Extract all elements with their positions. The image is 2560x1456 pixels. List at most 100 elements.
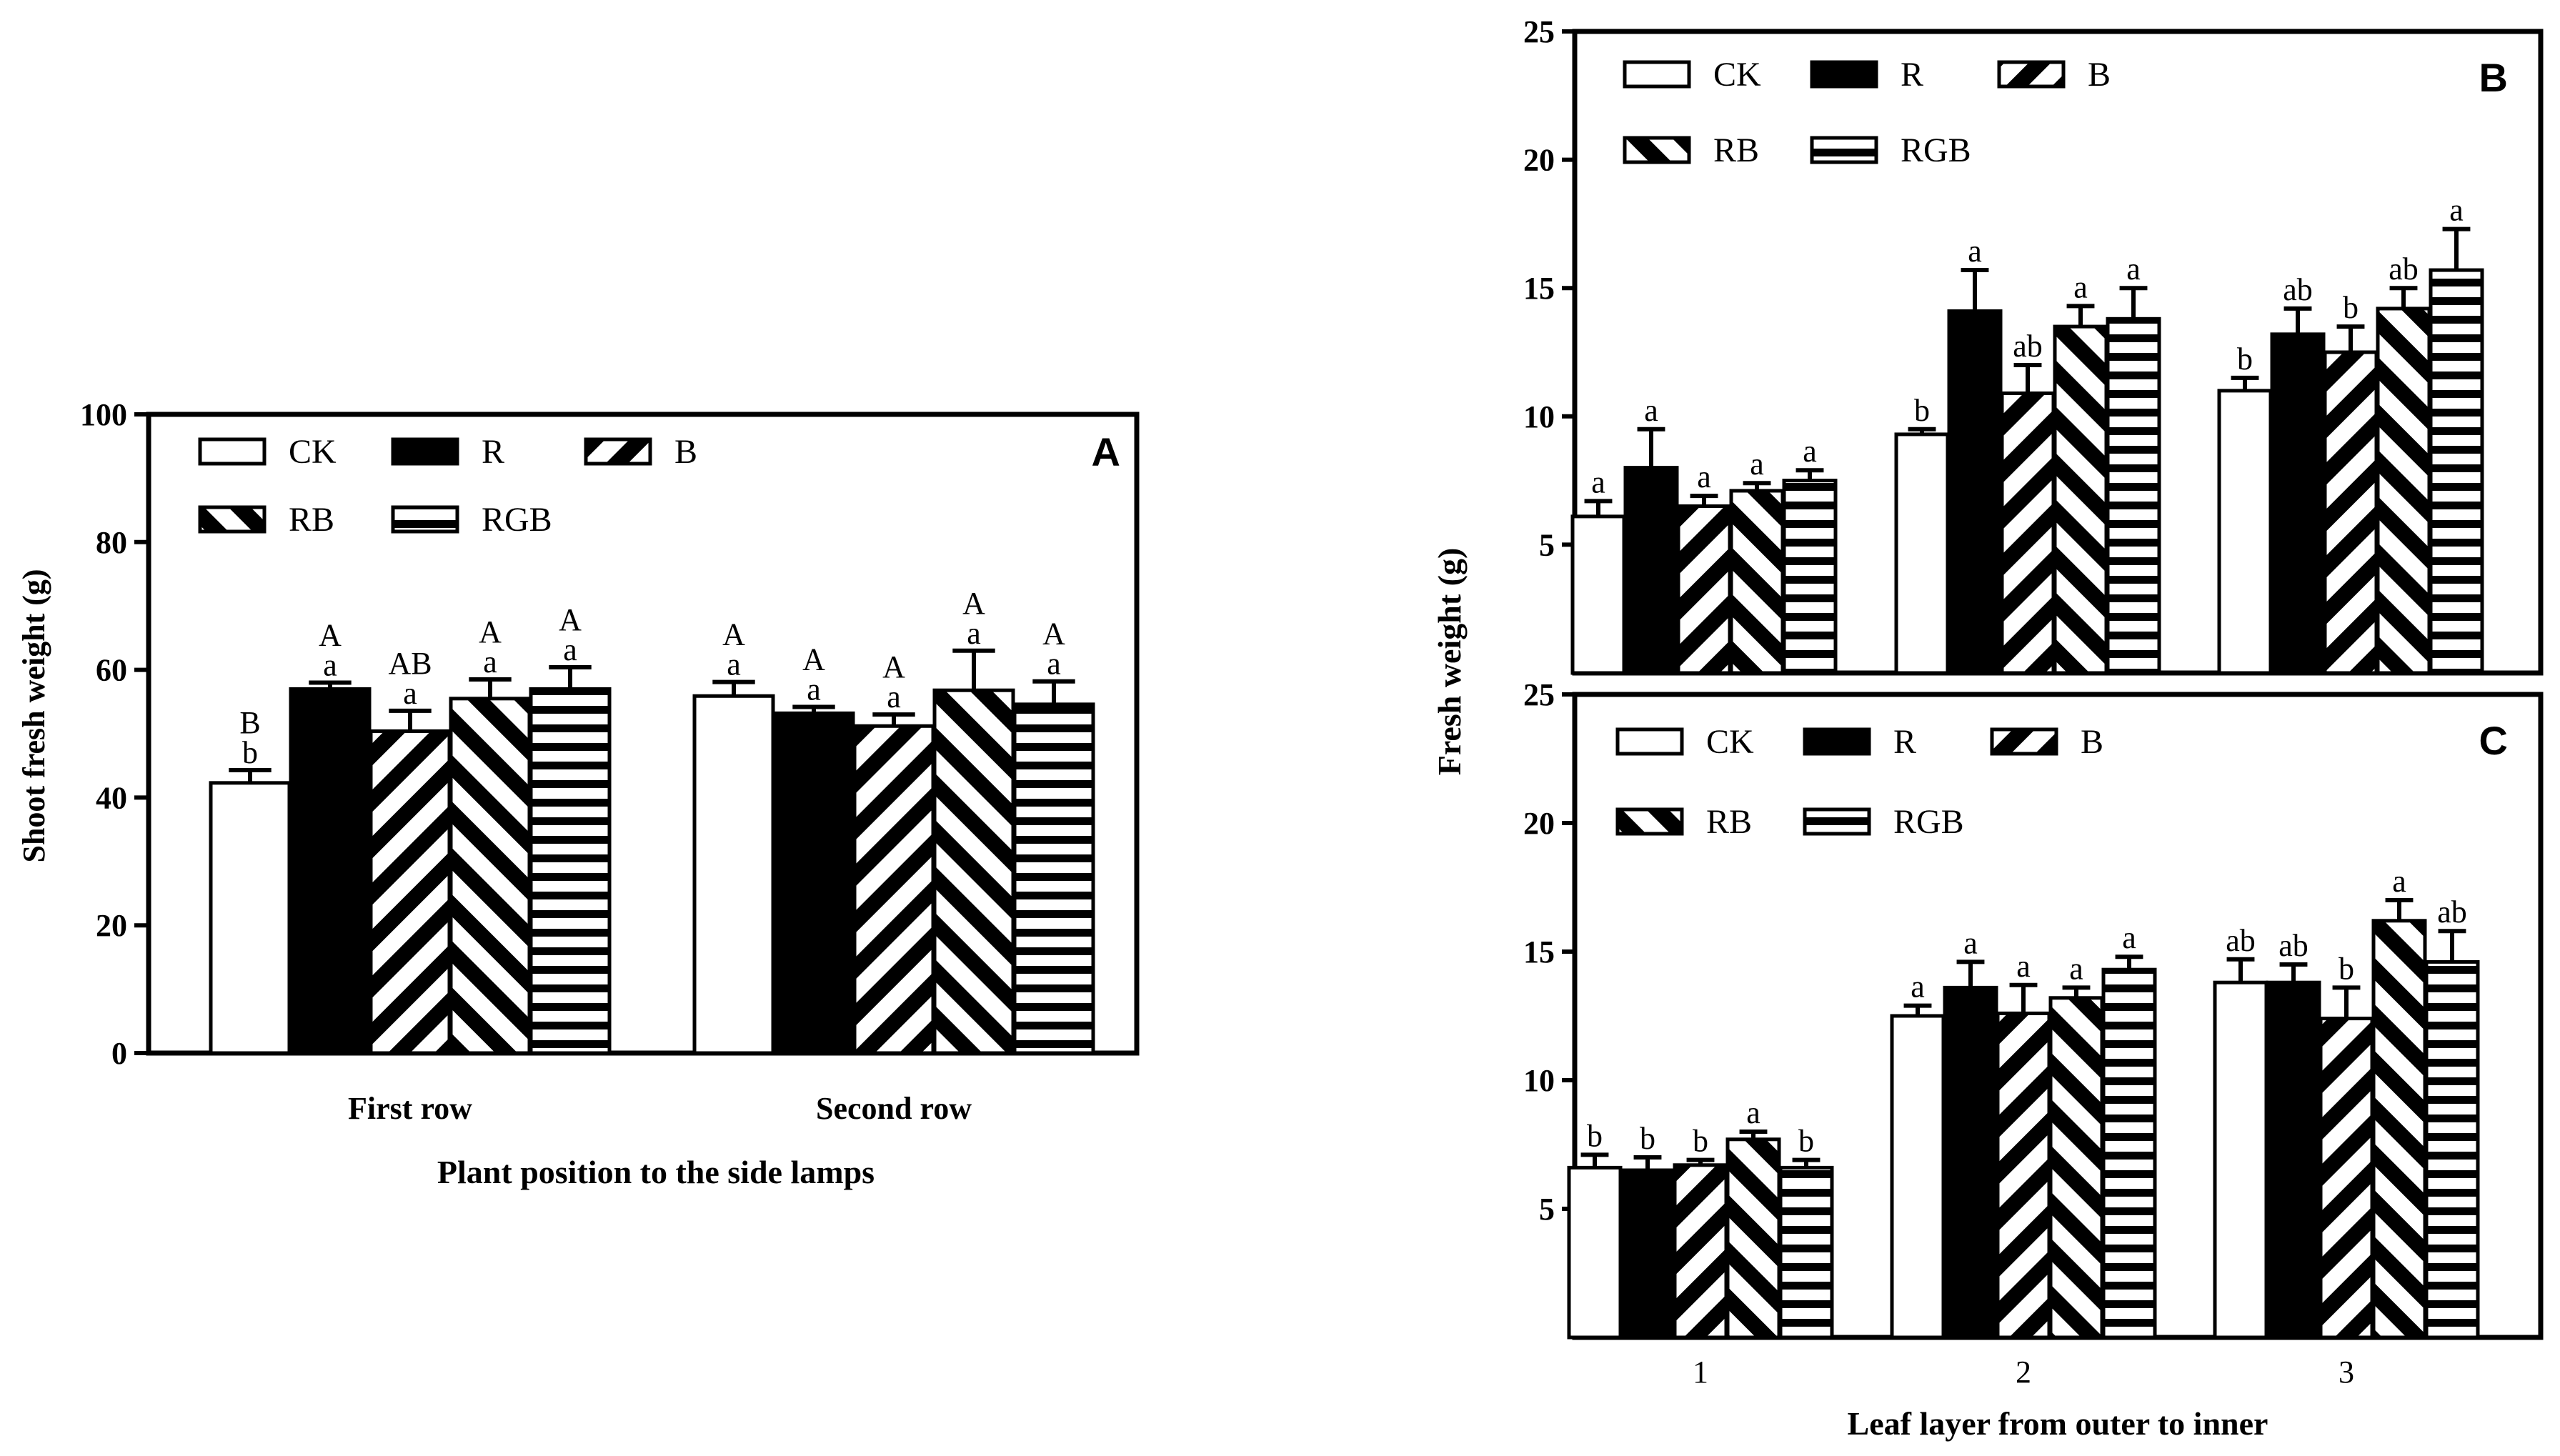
legend-label-rgb: RGB (482, 501, 552, 539)
panel-label: C (2479, 718, 2508, 763)
bar-ck (209, 781, 292, 1055)
panel-label: B (2479, 55, 2508, 100)
plot-frame (146, 412, 1140, 1056)
significance-letter-upper: A (722, 617, 745, 652)
significance-letter-upper: A (479, 614, 502, 649)
legend-swatch-ck (1623, 60, 1691, 89)
bar-ck (2213, 980, 2268, 1340)
significance-letter-upper: A (559, 602, 582, 637)
legend-label-ck: CK (1706, 723, 1754, 761)
y-tick-label: 0 (111, 1036, 127, 1071)
bar-rgb (2106, 316, 2161, 675)
y-tick-label: 25 (1523, 677, 1555, 712)
significance-letter: a (2122, 920, 2136, 955)
significance-letter: a (2073, 269, 2088, 304)
significance-letter: a (2016, 949, 2031, 984)
significance-letter: b (1914, 393, 1930, 428)
significance-letter-lower: a (1047, 647, 1061, 682)
y-tick-label: 40 (96, 780, 127, 815)
y-tick-label: 15 (1523, 271, 1555, 306)
significance-letter-lower: a (887, 679, 901, 714)
bar-ck (1890, 1014, 1946, 1340)
bar-r (1947, 309, 2003, 675)
significance-letter-upper: B (239, 705, 260, 740)
legend-label-rb: RB (1713, 131, 1759, 169)
legend-swatch-ck (198, 437, 267, 466)
legend-label-b: B (2081, 723, 2103, 761)
y-tick-label: 80 (96, 525, 127, 560)
bar-b (2323, 350, 2379, 675)
y-tick-label: 20 (1523, 143, 1555, 178)
category-label: 3 (2339, 1355, 2354, 1390)
significance-letter: a (2392, 864, 2406, 899)
significance-letter: a (1746, 1095, 1760, 1130)
category-label: 2 (2016, 1355, 2031, 1390)
significance-letter: ab (2013, 329, 2043, 364)
significance-letter-lower: a (403, 676, 417, 711)
panel-a-chart: Shoot fresh weight (g) Plant position to… (16, 397, 1140, 1190)
bar-r (2266, 980, 2321, 1340)
bar-rb (2371, 919, 2427, 1340)
bar-rb (932, 688, 1015, 1055)
legend-label-r: R (1901, 56, 1923, 94)
legend-swatch-rb (1623, 136, 1691, 164)
category-label: First row (348, 1091, 472, 1126)
significance-letter: a (1968, 234, 1982, 269)
legend-swatch-rgb (391, 505, 459, 534)
significance-letter-upper: A (962, 586, 985, 621)
significance-letter-upper: A (319, 617, 342, 652)
y-tick-label: 100 (80, 397, 127, 432)
significance-letter-lower: a (807, 672, 821, 707)
bar-rgb (2429, 268, 2484, 675)
legend-swatch-b (584, 437, 652, 466)
significance-letter: a (1963, 925, 1978, 960)
category-label: 1 (1693, 1355, 1708, 1390)
significance-letter-upper: A (882, 649, 905, 684)
legend-swatch-rb (1615, 807, 1684, 836)
significance-letter: a (2069, 951, 2083, 986)
significance-letter: a (1803, 434, 1817, 469)
bar-ck (1894, 432, 1950, 675)
legend-swatch-r (1810, 60, 1878, 89)
bar-r (1943, 985, 1998, 1340)
significance-letter-lower: a (323, 647, 337, 682)
bar-rb (1729, 489, 1785, 675)
significance-letter: b (1693, 1124, 1708, 1159)
significance-letter: a (2449, 193, 2464, 228)
bar-b (1996, 1011, 2051, 1340)
bar-b (2000, 391, 2056, 675)
significance-letter: ab (2389, 251, 2419, 286)
significance-letter: b (2343, 290, 2359, 325)
panel-c-xlabel: Leaf layer from outer to inner (1848, 1405, 2268, 1442)
panel-a-xlabel: Plant position to the side lamps (437, 1154, 875, 1190)
significance-letter-upper: A (1042, 617, 1065, 652)
bar-ck (2217, 389, 2273, 675)
bar-rb (1725, 1137, 1781, 1340)
y-tick-label: 10 (1523, 399, 1555, 434)
y-tick-label: 60 (96, 653, 127, 688)
significance-letter: a (1697, 459, 1711, 494)
significance-letter-upper: AB (388, 646, 432, 681)
bar-rb (2376, 306, 2431, 675)
significance-letter: a (1911, 969, 1925, 1004)
legend-swatch-rb (198, 505, 267, 534)
legend-label-r: R (482, 433, 504, 471)
right-shared-ylabel: Fresh weight (g) (1431, 548, 1468, 776)
significance-letter: b (2237, 341, 2253, 377)
significance-letter: a (1644, 393, 1658, 428)
bar-b (2319, 1017, 2374, 1340)
significance-letter: ab (2278, 928, 2309, 963)
panel-a-ylabel: Shoot fresh weight (g) (16, 569, 51, 862)
bar-rgb (1012, 702, 1095, 1055)
y-tick-label: 5 (1539, 527, 1555, 562)
bar-r (289, 687, 372, 1055)
bar-rgb (529, 687, 612, 1055)
significance-letter: b (1587, 1118, 1603, 1153)
significance-letter: b (2339, 951, 2354, 986)
significance-letter: a (2126, 251, 2141, 286)
category-label: Second row (816, 1091, 972, 1126)
significance-letter: a (1591, 464, 1605, 499)
significance-letter-upper: A (802, 642, 825, 677)
